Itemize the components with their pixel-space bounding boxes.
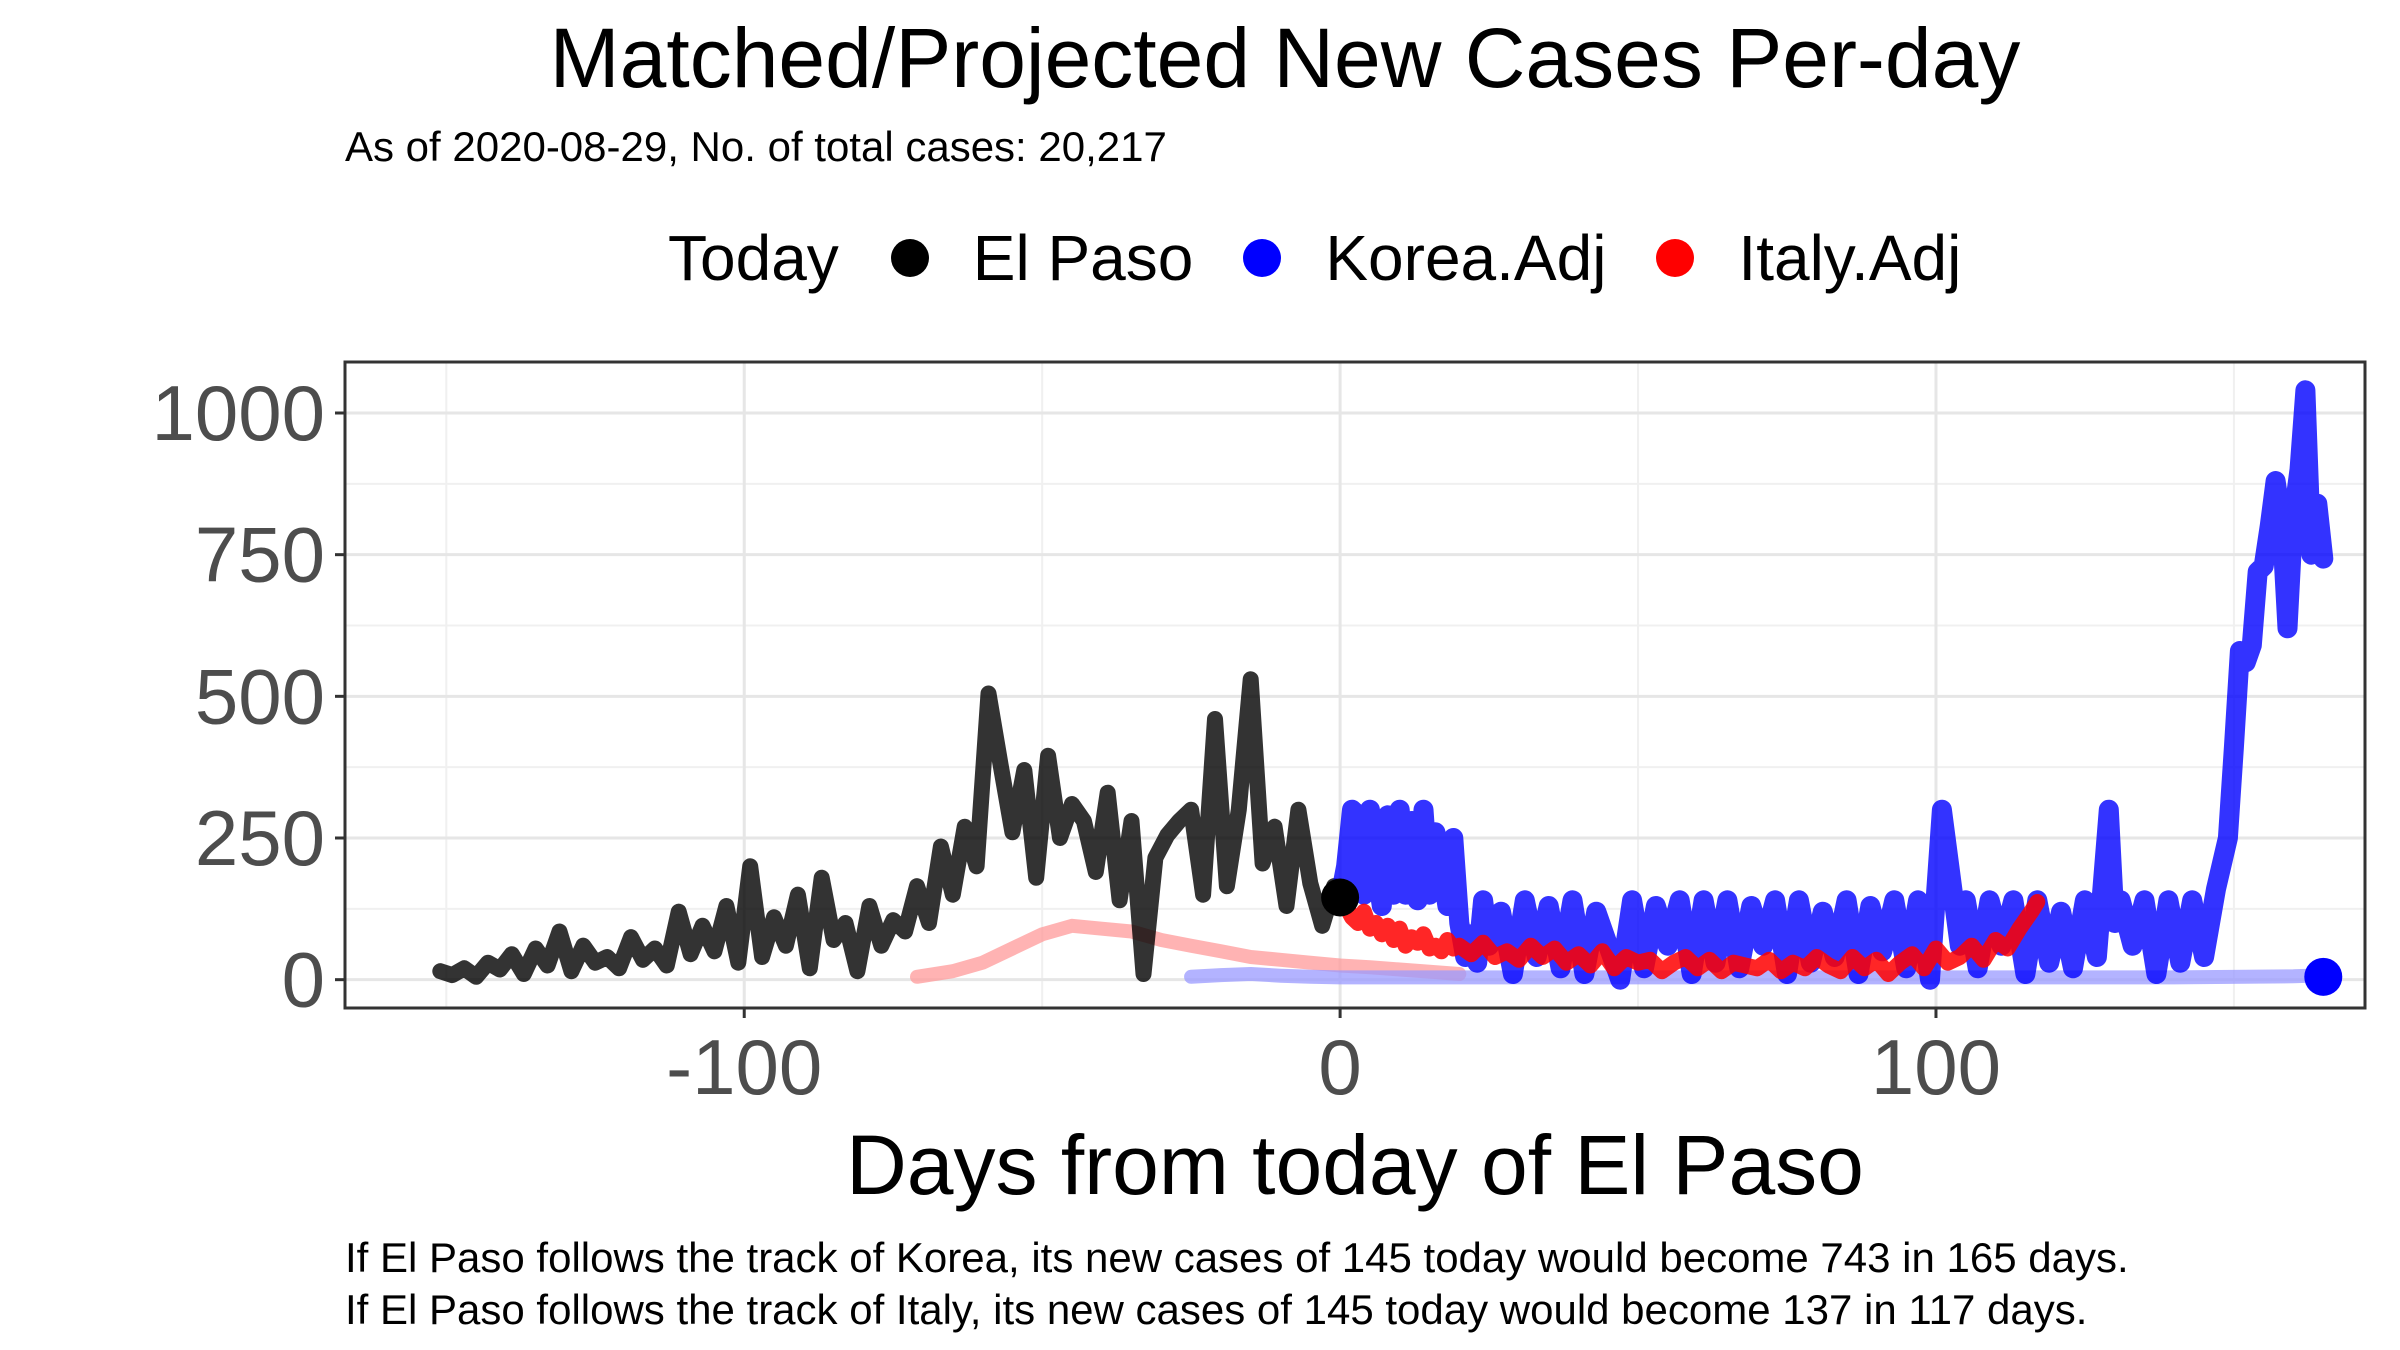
legend-label-italy: Italy.Adj: [1738, 222, 1962, 294]
legend-item-el-paso: El Paso: [890, 221, 1194, 295]
legend-item-korea: Korea.Adj: [1243, 221, 1606, 295]
x-tick-label: -100: [666, 1023, 822, 1111]
x-axis-label: Days from today of El Paso: [846, 1118, 1864, 1212]
series-line-korea-adj: [1330, 380, 2334, 990]
series-line-el-paso: [432, 671, 1349, 985]
x-tick-label: 100: [1871, 1023, 2001, 1111]
chart-subtitle: As of 2020-08-29, No. of total cases: 20…: [345, 123, 1167, 170]
legend: Today El Paso Korea.Adj Italy.Adj: [668, 218, 2011, 298]
y-tick-label: 1000: [151, 369, 325, 457]
caption-korea: If El Paso follows the track of Korea, i…: [345, 1234, 2129, 1281]
x-tick-label: 0: [1318, 1023, 1361, 1111]
series-line-italy-adj: [1332, 889, 2046, 982]
legend-item-italy: Italy.Adj: [1656, 221, 1961, 295]
legend-dot-el-paso: [890, 239, 929, 277]
legend-label-el-paso: El Paso: [972, 222, 1194, 294]
y-tick-label: 250: [195, 794, 325, 882]
chart-title: Matched/Projected New Cases Per-day: [549, 11, 2021, 105]
y-tick-label: 500: [195, 652, 325, 740]
y-tick-label: 0: [282, 936, 325, 1024]
caption-italy: If El Paso follows the track of Italy, i…: [345, 1286, 2088, 1333]
y-tick-label: 750: [195, 511, 325, 599]
legend-dot-italy: [1656, 239, 1695, 277]
series-line-italy-history-faint-: [910, 918, 1467, 984]
today-point-el-paso: [1321, 878, 1360, 917]
legend-dot-korea: [1243, 239, 1282, 277]
plot-border: [343, 360, 2367, 1010]
legend-label-korea: Korea.Adj: [1325, 222, 1607, 294]
today-point-korea-adj: [2304, 957, 2343, 996]
legend-title: Today: [668, 222, 839, 294]
